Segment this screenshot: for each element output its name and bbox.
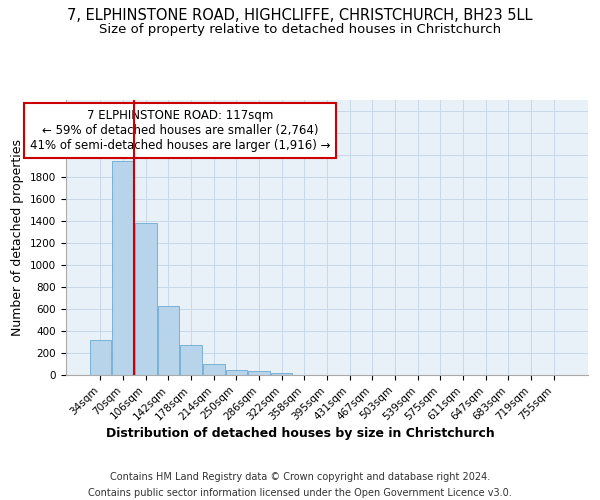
Bar xyxy=(226,370,247,375)
Bar xyxy=(181,345,202,375)
Bar xyxy=(248,370,270,375)
Bar xyxy=(112,160,134,375)
Y-axis label: Number of detached properties: Number of detached properties xyxy=(11,139,25,336)
Text: Size of property relative to detached houses in Christchurch: Size of property relative to detached ho… xyxy=(99,22,501,36)
Text: Contains HM Land Registry data © Crown copyright and database right 2024.: Contains HM Land Registry data © Crown c… xyxy=(110,472,490,482)
Bar xyxy=(203,364,224,375)
Bar xyxy=(158,306,179,375)
Bar xyxy=(271,372,292,375)
Bar xyxy=(135,223,157,375)
Bar xyxy=(90,340,111,375)
Text: 7 ELPHINSTONE ROAD: 117sqm
← 59% of detached houses are smaller (2,764)
41% of s: 7 ELPHINSTONE ROAD: 117sqm ← 59% of deta… xyxy=(29,109,330,152)
Text: Distribution of detached houses by size in Christchurch: Distribution of detached houses by size … xyxy=(106,428,494,440)
Text: 7, ELPHINSTONE ROAD, HIGHCLIFFE, CHRISTCHURCH, BH23 5LL: 7, ELPHINSTONE ROAD, HIGHCLIFFE, CHRISTC… xyxy=(67,8,533,22)
Text: Contains public sector information licensed under the Open Government Licence v3: Contains public sector information licen… xyxy=(88,488,512,498)
